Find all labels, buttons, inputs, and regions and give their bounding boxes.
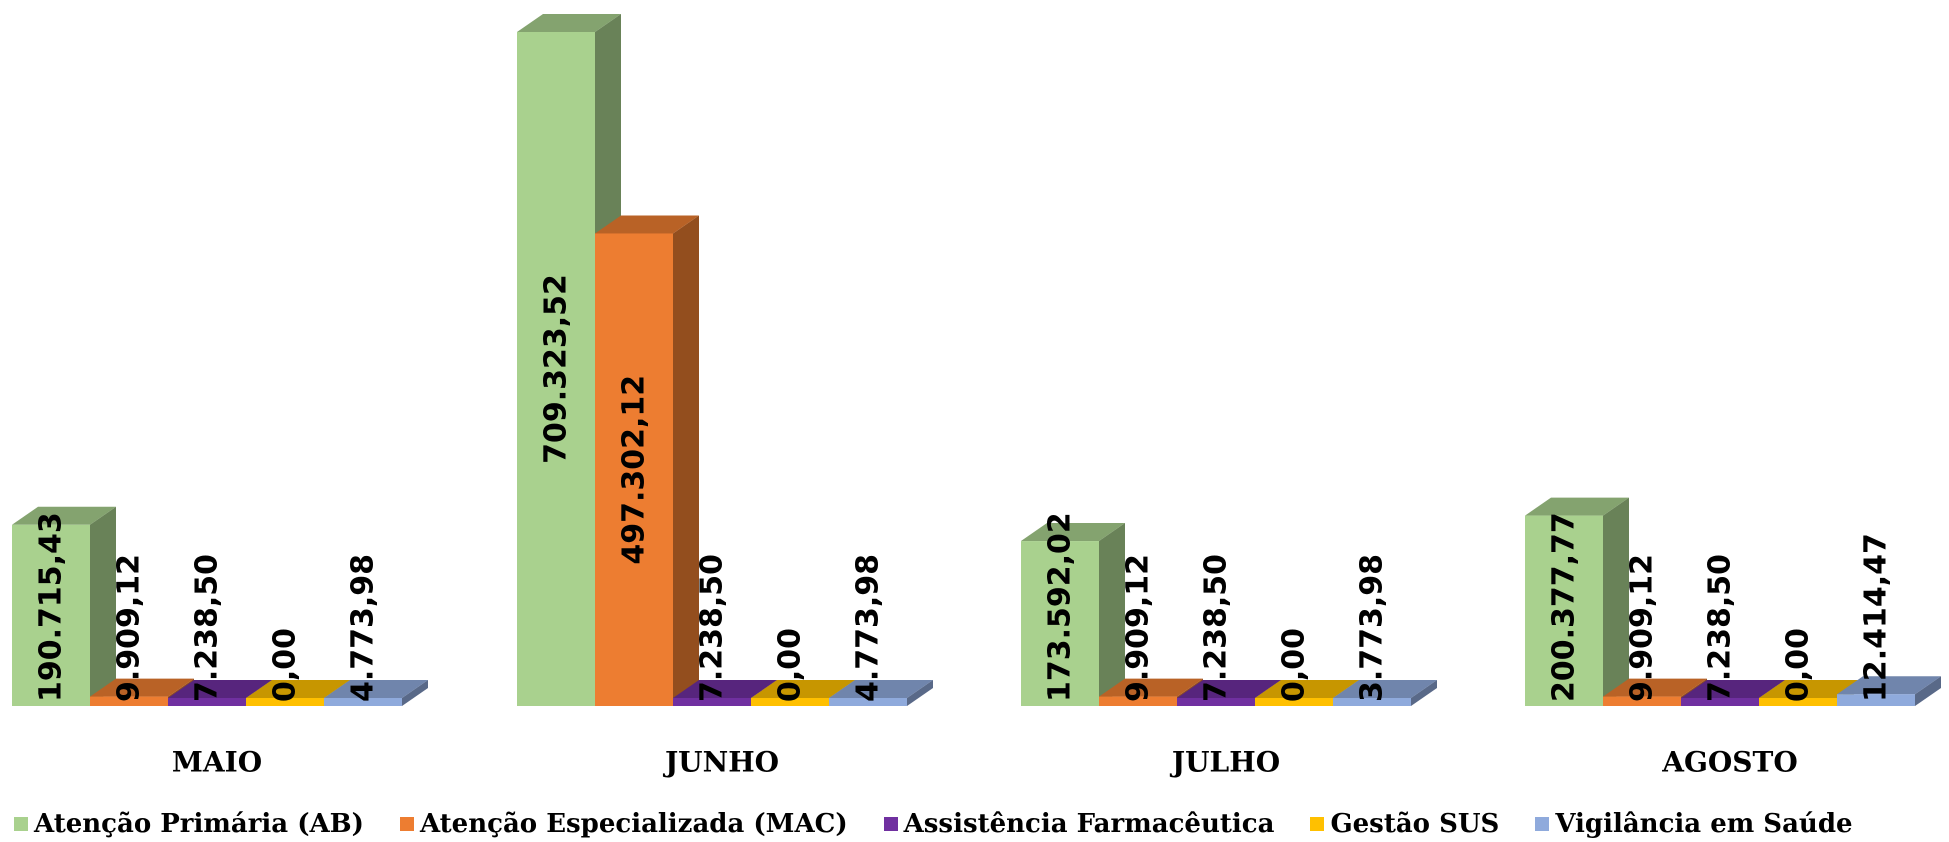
bar-front (1333, 698, 1411, 706)
bar-1-1 (595, 215, 699, 707)
bar-top (1837, 676, 1941, 695)
data-label: 9.909,12 (1625, 554, 1660, 702)
legend-label: Gestão SUS (1330, 809, 1500, 839)
legend-item: Atenção Primária (AB) (14, 809, 364, 839)
bar-top (751, 680, 855, 698)
legend-item: Vigilância em Saúde (1535, 809, 1853, 839)
legend-item: Gestão SUS (1310, 809, 1499, 839)
bar-front (324, 698, 402, 706)
bar-top (246, 680, 350, 698)
bar-top (1603, 678, 1707, 697)
bar-front (673, 698, 751, 706)
bar-top (1681, 680, 1785, 698)
bar-front (1525, 515, 1603, 706)
data-label: 0,00 (1277, 628, 1312, 702)
data-label: 7.238,50 (1703, 554, 1738, 702)
data-label: 173.592,02 (1043, 512, 1078, 702)
bar-front (517, 32, 595, 706)
legend-label: Vigilância em Saúde (1555, 809, 1853, 839)
bar-top (1255, 680, 1359, 698)
bar-front (1603, 696, 1681, 706)
bar-top (595, 215, 699, 234)
legend-swatch (883, 817, 898, 831)
legend-label: Atenção Primária (AB) (34, 809, 364, 839)
legend: Atenção Primária (AB) Atenção Especializa… (0, 806, 1949, 842)
bar-front (1837, 694, 1915, 706)
bar-side (673, 215, 699, 707)
bar-3-4 (1837, 676, 1941, 706)
bar-top (1333, 680, 1437, 698)
bar-front (1099, 696, 1177, 706)
bar-top (324, 680, 428, 698)
bar-front (168, 698, 246, 706)
bar-top (1759, 680, 1863, 698)
bar-top (673, 680, 777, 698)
bar-3-0 (1525, 497, 1629, 706)
bar-side (907, 680, 933, 706)
legend-swatch (1310, 817, 1325, 831)
bar-top (1021, 523, 1125, 542)
legend-label: Atenção Especializada (MAC) (419, 809, 848, 839)
data-label: 200.377,77 (1547, 512, 1582, 702)
bar-top (1099, 678, 1203, 697)
data-label: 12.414,47 (1859, 533, 1894, 702)
legend-swatch (399, 817, 414, 831)
legend-item: Assistência Farmacêutica (883, 809, 1275, 839)
bar-top (90, 678, 194, 697)
bar-front (1681, 698, 1759, 706)
data-label: 709.323,52 (539, 274, 574, 464)
data-label: 0,00 (773, 628, 808, 702)
data-label: 4.773,98 (851, 554, 886, 702)
x-tick-label: AGOSTO (1661, 746, 1797, 779)
data-label: 0,00 (1781, 628, 1816, 702)
x-tick-label: JULHO (1169, 746, 1280, 779)
bar-2-0 (1021, 523, 1125, 706)
bar-top (517, 14, 621, 32)
bar-front (595, 233, 673, 707)
bar-front (246, 698, 324, 706)
data-label: 0,00 (268, 628, 303, 702)
bar-1-4 (829, 680, 933, 706)
bar-side (1915, 676, 1941, 706)
bar-front (12, 524, 90, 706)
x-tick-label: MAIO (172, 746, 262, 779)
data-label: 7.238,50 (1199, 554, 1234, 702)
bar-side (402, 680, 428, 706)
bar-front (90, 696, 168, 706)
bar-0-0 (12, 506, 116, 706)
legend-label: Assistência Farmacêutica (903, 809, 1275, 839)
bar-front (829, 698, 907, 706)
bar-top (1525, 497, 1629, 516)
chart: 190.715,43 9.909,12 7.238,50 0,00 4.773,98 MA… (12, 14, 1941, 779)
bar-side (1411, 680, 1437, 706)
bar-front (1759, 698, 1837, 706)
legend-swatch (1535, 817, 1550, 831)
data-label: 190.715,43 (34, 512, 69, 702)
bar-top (1177, 680, 1281, 698)
x-tick-label: JUNHO (662, 746, 779, 779)
bar-side (1099, 523, 1125, 706)
bar-front (1177, 698, 1255, 706)
bar-top (168, 680, 272, 698)
bar-top (12, 506, 116, 525)
data-label: 7.238,50 (695, 554, 730, 702)
bar-front (1021, 541, 1099, 706)
legend-swatch (14, 817, 28, 831)
bar-2-4 (1333, 680, 1437, 706)
data-label: 3.773,98 (1355, 554, 1390, 702)
bar-front (1255, 698, 1333, 706)
bar-side (90, 506, 116, 706)
bar-side (1603, 497, 1629, 706)
legend-item: Atenção Especializada (MAC) (399, 809, 848, 839)
bar-0-4 (324, 680, 428, 706)
bar-front (751, 698, 829, 706)
data-label: 497.302,12 (617, 375, 652, 565)
data-label: 9.909,12 (1121, 554, 1156, 702)
bar-top (829, 680, 933, 698)
data-label: 9.909,12 (112, 554, 147, 702)
data-label: 4.773,98 (346, 554, 381, 702)
data-label: 7.238,50 (190, 554, 225, 702)
